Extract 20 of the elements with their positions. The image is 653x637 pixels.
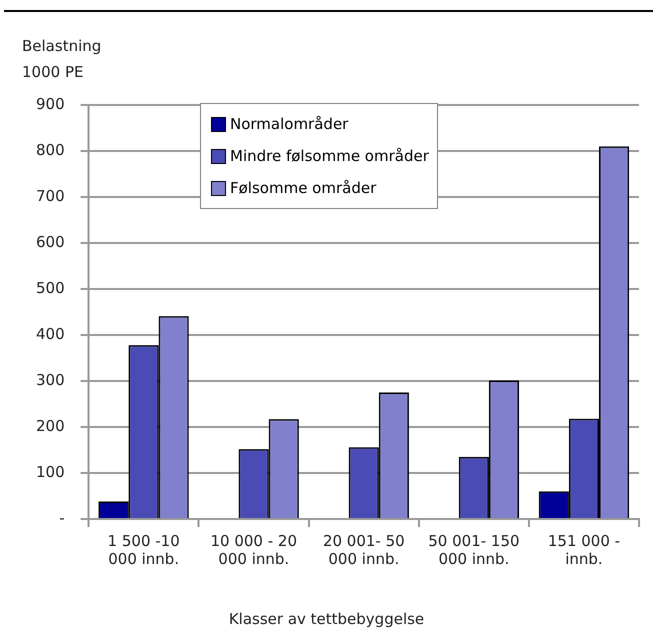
y-tick-label: 600	[36, 232, 65, 251]
x-tick-label: 10 000 - 20 000 innb.	[210, 532, 298, 568]
x-tick-label: 50 001- 150 000 innb.	[428, 532, 520, 568]
y-tick-label: 900	[36, 94, 65, 113]
y-tick-label: 500	[36, 278, 65, 297]
legend-label: Normalområder	[229, 114, 350, 135]
y-tick-label: 100	[36, 462, 65, 481]
legend-label: Mindre følsomme områder	[229, 146, 429, 167]
y-tick-label: -	[59, 508, 65, 527]
x-tick-label: 20 001- 50 000 innb.	[322, 532, 405, 568]
y-axis-title: Belastning 1000 PE	[22, 36, 102, 83]
x-axis-title: Klasser av tettbebyggelse	[228, 610, 426, 628]
x-tick-label: 151 000 - innb.	[548, 532, 620, 568]
y-tick-label: 400	[36, 324, 65, 343]
y-tick-label: 800	[36, 140, 65, 159]
y-tick-label: 200	[36, 416, 65, 435]
legend-label: Følsomme områder	[229, 178, 378, 199]
y-tick-label: 700	[36, 186, 65, 205]
x-tick-label: 1 500 -10 000 innb.	[108, 532, 180, 568]
y-tick-label: 300	[36, 370, 65, 389]
